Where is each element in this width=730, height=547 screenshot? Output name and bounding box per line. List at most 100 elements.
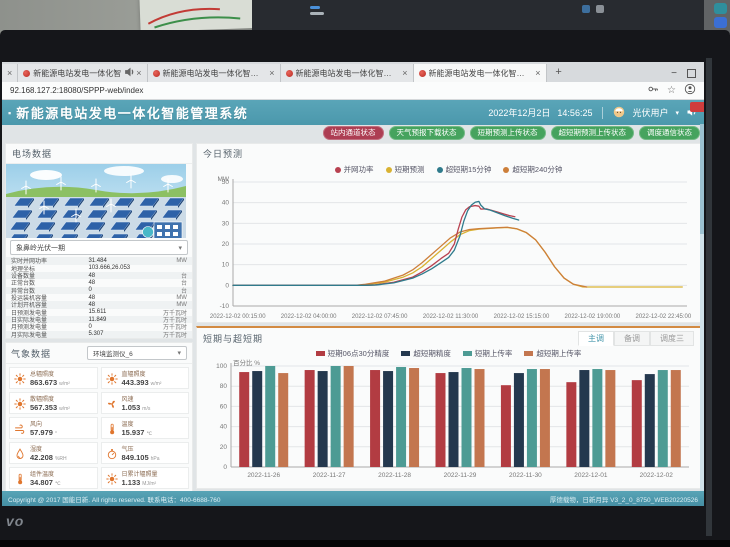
legend-item[interactable]: 短期06点30分精度 — [315, 348, 390, 359]
sensor-select[interactable]: 环境监测仪_6 ▾ — [87, 346, 187, 360]
chevron-down-icon[interactable]: ▾ — [675, 109, 679, 117]
browser-tab[interactable]: 新能源电站发电一体化智能管 × — [147, 64, 281, 82]
user-name[interactable]: 光伏用户 — [632, 108, 669, 118]
weather-card-text: 风速 1.053 m/s — [122, 394, 151, 412]
legend-item[interactable]: 超短期240分钟 — [503, 164, 562, 175]
browser-tab[interactable]: × — [2, 64, 19, 82]
weather-card-unit: ℃ — [54, 481, 61, 487]
weather-card-text: 日累计辐照量 1.133 MJ/m² — [122, 469, 158, 487]
weather-card-label: 日累计辐照量 — [121, 472, 158, 478]
legend-item[interactable]: 短期预测 — [385, 164, 425, 175]
weather-card-text: 湿度 42.208 %RH — [30, 444, 67, 462]
svg-text:2022-12-02 22:45:00: 2022-12-02 22:45:00 — [635, 314, 691, 320]
close-icon[interactable]: × — [7, 68, 13, 78]
row-value: 48 — [88, 294, 96, 301]
svg-text:2022-12-02 15:15:00: 2022-12-02 15:15:00 — [493, 314, 549, 320]
row-label: 月实际发电量 — [11, 332, 48, 339]
legend-marker — [503, 166, 510, 173]
svg-text:40: 40 — [221, 200, 229, 207]
row-unit: 台 — [180, 288, 187, 295]
browser-tab[interactable]: 新能源电站发电一体化智能管 × — [413, 64, 547, 82]
svg-text:-10: -10 — [219, 303, 229, 310]
row-unit: 台 — [180, 274, 187, 281]
restore-button[interactable] — [687, 69, 696, 78]
weather-card-text: 组件温度 34.807 ℃ — [30, 469, 61, 487]
accuracy-panel-title: 短期与超短期 — [203, 334, 264, 344]
sun-icon — [14, 397, 26, 410]
thermometer-icon — [106, 422, 118, 435]
background-app-icon — [714, 3, 727, 14]
browser-tab[interactable]: 新能源电站发电一体化智能管 × — [280, 64, 414, 82]
tab-title: 新能源电站发电一体化智 — [33, 68, 122, 78]
key-icon[interactable] — [647, 82, 659, 100]
status-badge[interactable]: 短期预测上传状态 — [469, 125, 546, 140]
status-badge[interactable]: 站内通道状态 — [322, 125, 384, 140]
gauge-icon — [106, 447, 118, 460]
row-unit: 万千瓦时 — [162, 332, 187, 339]
legend-item[interactable]: 超短期15分钟 — [436, 164, 491, 175]
new-tab-button[interactable]: + — [555, 66, 562, 78]
tab-调度三[interactable]: 调度三 — [650, 331, 694, 346]
thermometer-icon — [14, 472, 26, 485]
station-select[interactable]: 象鼻岭光伏一期 ▾ — [10, 240, 188, 256]
svg-text:2022-12-02 04:00:00: 2022-12-02 04:00:00 — [280, 314, 336, 320]
close-icon[interactable]: × — [136, 68, 142, 78]
status-badge[interactable]: 天气预报下载状态 — [388, 125, 465, 140]
weather-card-value: 443.393 w/m² — [121, 378, 162, 387]
weather-card-value: 42.208 %RH — [30, 453, 67, 462]
minimize-button[interactable]: − — [671, 68, 677, 79]
row-value: 0 — [88, 323, 92, 330]
bookmark-star-icon[interactable]: ☆ — [667, 84, 676, 96]
tab-主调[interactable]: 主调 — [578, 331, 614, 346]
legend-label: 短期06点30分精度 — [327, 349, 390, 358]
sun-icon — [14, 372, 26, 385]
tab-备调[interactable]: 备调 — [614, 331, 650, 346]
legend-item[interactable]: 并网功率 — [334, 164, 374, 175]
weather-card: 散辐照度 567.353 w/m² — [9, 392, 98, 414]
legend-item[interactable]: 超短期精度 — [401, 348, 451, 359]
legend-marker — [385, 166, 392, 173]
close-icon[interactable]: × — [535, 68, 541, 78]
app-footer: Copyright @ 2017 国能日新. All rights reserv… — [2, 491, 704, 506]
row-value: 48 — [88, 301, 96, 308]
weather-card-text: 温度 15.937 ℃ — [122, 419, 153, 437]
close-icon[interactable]: × — [402, 68, 408, 78]
bar-chart: 0 20 40 60 80 100 百分比 % 2022-11-26 2022-11-27 202… — [216, 358, 689, 479]
status-badge[interactable]: 超短期预测上传状态 — [550, 125, 634, 140]
scrollbar-thumb[interactable] — [700, 124, 704, 234]
row-label: 设备数量 — [11, 274, 36, 281]
weather-card-value: 1.133 MJ/m² — [121, 478, 157, 487]
status-badge[interactable]: 调度通信状态 — [639, 125, 700, 140]
chevron-down-icon: ▾ — [177, 350, 181, 357]
main-content: 电场数据 — [2, 140, 704, 493]
weather-card-label: 气压 — [121, 447, 134, 453]
close-icon[interactable]: × — [269, 68, 275, 78]
accuracy-panel: 短期与超短期 主调 备调 调度三 短期06点30分精度 超短期精度 短期上传率 超短期上传… — [196, 326, 701, 489]
browser-tab[interactable]: 新能源电站发电一体化智 × — [18, 64, 148, 82]
scrollbar[interactable] — [700, 124, 704, 491]
svg-text:百分比 %: 百分比 % — [233, 358, 260, 367]
legend-label: 短期预测 — [394, 165, 425, 174]
url-text[interactable]: 92.168.127.2:18080/SPPP-web/index — [10, 86, 144, 95]
weather-card-label: 湿度 — [30, 447, 43, 453]
row-unit: 万千瓦时 — [162, 310, 187, 317]
background-app-icon — [714, 17, 727, 28]
weather-card-unit: w/m² — [59, 381, 70, 387]
weather-card-label: 总辐照度 — [30, 372, 55, 378]
legend-item[interactable]: 短期上传率 — [462, 348, 512, 359]
notification-badge — [690, 102, 704, 112]
footer-copyright: Copyright @ 2017 国能日新. All rights reserv… — [8, 496, 221, 504]
profile-icon[interactable] — [684, 82, 696, 100]
table-row: 月预测发电量 0 万千瓦时 — [6, 323, 192, 332]
weather-card-label: 散辐照度 — [30, 397, 55, 403]
svg-text:2022-11-26: 2022-11-26 — [247, 472, 280, 479]
svg-text:0: 0 — [225, 282, 229, 289]
weather-card: 日累计辐照量 1.133 MJ/m² — [100, 467, 189, 489]
svg-text:50: 50 — [221, 179, 229, 186]
legend-marker — [315, 351, 325, 356]
legend-item[interactable]: 超短期上传率 — [524, 348, 581, 359]
table-row: 日实际发电量 11.849 万千瓦时 — [6, 315, 192, 324]
svg-text:2022-12-02 07:45:00: 2022-12-02 07:45:00 — [351, 314, 407, 320]
row-value: 31.484 — [88, 257, 107, 264]
